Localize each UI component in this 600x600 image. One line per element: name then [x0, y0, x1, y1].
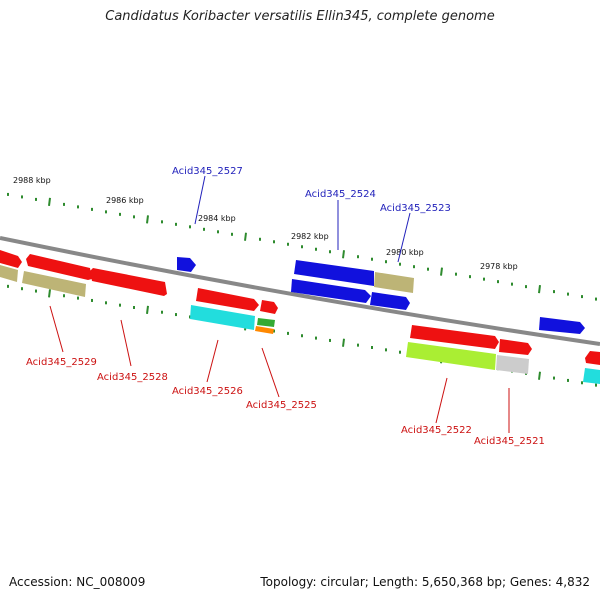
gene-arrow[interactable]	[255, 326, 274, 334]
gene-label[interactable]: Acid345_2522	[401, 425, 472, 436]
tick-mark	[342, 250, 345, 259]
tick-mark	[146, 305, 149, 314]
gene-arrow[interactable]	[410, 325, 499, 349]
kbp-label: 2978 kbp	[480, 262, 518, 271]
gene-label[interactable]: Acid345_2521	[474, 436, 545, 447]
accession-label: Accession: NC_008009	[9, 575, 146, 589]
tick-mark	[538, 371, 541, 380]
gene-arrow[interactable]	[257, 318, 275, 327]
gene-label[interactable]: Acid345_2524	[305, 189, 376, 200]
genome-backbone	[0, 236, 600, 346]
kbp-label: 2980 kbp	[386, 248, 424, 257]
gene-labels: Acid345_2527 Acid345_2524 Acid345_2523 A…	[26, 166, 545, 447]
tick-mark	[244, 232, 247, 241]
gene-arrow[interactable]	[196, 288, 259, 311]
gene-arrow[interactable]	[294, 260, 374, 286]
gene-arrow[interactable]	[90, 268, 167, 296]
gene-arrow[interactable]	[291, 279, 371, 303]
gene-arrow[interactable]	[583, 368, 600, 384]
gene-arrow[interactable]	[370, 292, 410, 310]
tick-mark	[48, 197, 51, 207]
kbp-label: 2988 kbp	[13, 176, 51, 185]
gene-label[interactable]: Acid345_2527	[172, 166, 243, 177]
tick-mark	[48, 289, 51, 298]
gene-label[interactable]: Acid345_2526	[172, 386, 243, 397]
tick-mark	[538, 284, 541, 294]
gene-arrow[interactable]	[496, 355, 529, 374]
gene-label[interactable]: Acid345_2528	[97, 372, 168, 383]
gene-arrow[interactable]	[26, 254, 92, 280]
gene-arrow[interactable]	[0, 250, 22, 268]
gene-track	[0, 250, 600, 384]
kbp-label: 2984 kbp	[198, 214, 236, 223]
gene-arrow[interactable]	[374, 272, 414, 293]
gene-arrow[interactable]	[22, 271, 86, 297]
label-leaders	[49, 175, 510, 433]
kbp-label: 2982 kbp	[291, 232, 329, 241]
gene-arrow[interactable]	[177, 257, 196, 272]
gene-arrow[interactable]	[260, 300, 278, 314]
kbp-label: 2986 kbp	[106, 196, 144, 205]
gene-label[interactable]: Acid345_2525	[246, 400, 317, 411]
genome-summary: Topology: circular; Length: 5,650,368 bp…	[260, 575, 590, 589]
gene-arrow[interactable]	[406, 342, 496, 370]
gene-arrow[interactable]	[539, 317, 585, 334]
tick-mark	[342, 338, 345, 347]
gene-label[interactable]: Acid345_2523	[380, 203, 451, 214]
gene-arrow[interactable]	[585, 351, 600, 365]
gene-arrow[interactable]	[0, 265, 18, 282]
tick-row-top	[7, 192, 597, 301]
gene-arrow[interactable]	[499, 339, 532, 355]
gene-arrow[interactable]	[190, 305, 255, 330]
kbp-scale: 2988 kbp 2986 kbp 2984 kbp 2982 kbp 2980…	[13, 176, 518, 271]
genome-title: Candidatus Koribacter versatilis Ellin34…	[105, 9, 495, 24]
gene-label[interactable]: Acid345_2529	[26, 357, 97, 368]
tick-mark	[440, 267, 443, 276]
tick-mark	[146, 215, 149, 224]
